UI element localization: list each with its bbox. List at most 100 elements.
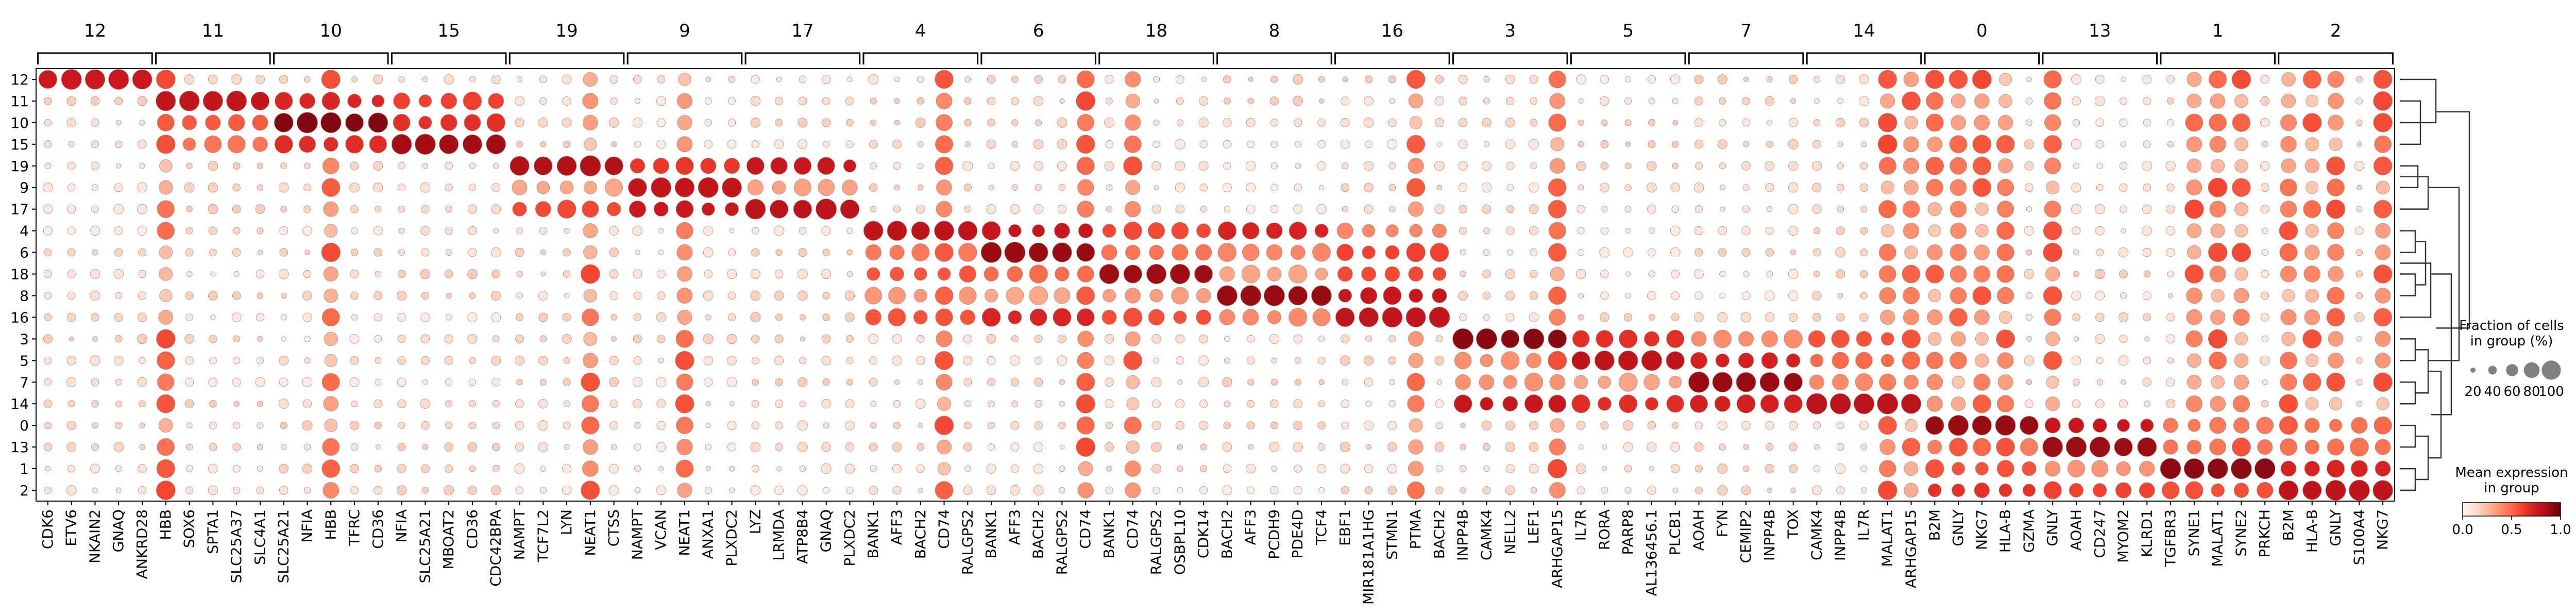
dot-14-CDC42BPA xyxy=(492,400,500,408)
dot-2-SLC25A37 xyxy=(233,486,241,494)
dot-11-PLXDC2 xyxy=(728,97,736,105)
dot-11-GZMA xyxy=(2025,97,2033,105)
dot-12-S100A4 xyxy=(2355,76,2363,83)
dot-4-VCAN xyxy=(658,228,664,234)
dot-10-NKAIN2 xyxy=(91,118,99,127)
dot-16-GZMA xyxy=(2025,313,2032,321)
dot-18-NAMPT xyxy=(633,269,642,279)
dot-2-GNLY xyxy=(2043,481,2062,500)
dot-5-BANK1 xyxy=(869,356,878,365)
dot-12-CD36 xyxy=(469,76,476,83)
x-tick-label-PLCB1: PLCB1 xyxy=(1667,509,1684,555)
dot-7-EBF1 xyxy=(1342,379,1348,386)
dot-14-VCAN xyxy=(656,399,666,409)
dot-6-FYN xyxy=(1718,248,1727,257)
dot-6-CD74 xyxy=(935,243,954,262)
dot-14-AFF3 xyxy=(893,400,901,408)
dot-8-CD36 xyxy=(374,291,383,301)
dot-14-ETV6 xyxy=(67,400,75,408)
dot-8-EBF1 xyxy=(1338,289,1352,303)
dot-5-ANKRD28 xyxy=(139,357,146,364)
dot-8-AOAH xyxy=(2071,290,2081,301)
dot-16-SLC25A21 xyxy=(420,312,430,322)
dot-1-HBB xyxy=(156,459,176,478)
dot-8-MYOM2 xyxy=(2120,292,2127,299)
dot-0-MBOAT2 xyxy=(445,422,453,429)
dot-7-HLA-B xyxy=(2302,373,2321,392)
dot-3-AL136456.1 xyxy=(1643,331,1659,347)
dot-3-CEMIP2 xyxy=(1738,331,1754,347)
dot-6-MIR181A1HG xyxy=(1362,245,1376,259)
dot-6-STMN1 xyxy=(1385,245,1400,260)
dot-12-AFF3 xyxy=(894,76,900,82)
dot-11-HBB xyxy=(321,92,340,110)
dot-4-CD74 xyxy=(1078,223,1093,238)
dot-8-NAMPT xyxy=(516,292,523,299)
dot-19-CEMIP2 xyxy=(1741,161,1751,171)
dot-8-PLXDC2 xyxy=(844,290,855,301)
dot-13-CD247 xyxy=(2089,437,2110,458)
dot-13-CAMK4 xyxy=(1814,444,1820,450)
dot-5-PTMA xyxy=(1408,353,1423,368)
dot-0-S100A4 xyxy=(2351,417,2368,434)
dot-18-ARHGAP15 xyxy=(1902,264,1921,284)
x-tick-label-LEF1: LEF1 xyxy=(1525,509,1542,544)
dot-15-CD74 xyxy=(935,135,954,154)
dot-9-GNAQ xyxy=(114,183,123,192)
dot-6-B2M xyxy=(1926,244,1943,261)
dot-16-ETV6 xyxy=(66,312,76,322)
dot-11-B2M xyxy=(1926,92,1944,110)
dot-16-INPP4B xyxy=(1836,313,1845,322)
dot-10-CAMK4 xyxy=(1482,118,1492,128)
dot-7-PARP8 xyxy=(1618,372,1638,392)
dot-10-BANK1 xyxy=(870,119,877,126)
dot-19-GNLY xyxy=(2326,156,2345,176)
dot-17-IL7R xyxy=(1577,205,1585,213)
dot-1-LEF1 xyxy=(1529,463,1539,474)
dot-3-BANK1 xyxy=(986,334,996,344)
dot-19-STMN1 xyxy=(1388,162,1396,170)
dot-14-KLRD1 xyxy=(2143,400,2150,407)
dot-17-KLRD1 xyxy=(2142,204,2152,214)
dot-14-SLC25A21 xyxy=(420,399,431,409)
dot-15-BANK1 xyxy=(986,139,996,149)
dot-13-MIR181A1HG xyxy=(1366,444,1371,450)
dot-1-HLA-B xyxy=(1996,460,2014,478)
dot-17-PLXDC2 xyxy=(840,199,860,219)
y-tick-label-4: 4 xyxy=(20,223,29,240)
dot-10-GNAQ xyxy=(822,118,831,127)
dot-14-GNAQ xyxy=(115,400,122,407)
y-tick-label-1: 1 xyxy=(20,460,29,477)
dot-10-PLXDC2 xyxy=(727,119,736,127)
dot-11-LYZ xyxy=(750,96,761,106)
dot-1-CDC42BPA xyxy=(492,464,500,473)
x-tick-label-AL136456.1: AL136456.1 xyxy=(1643,509,1660,596)
dot-5-PLXDC2 xyxy=(846,357,854,364)
dot-6-TCF7L2 xyxy=(540,250,546,255)
dot-14-CD74 xyxy=(1076,394,1095,413)
dot-8-IL7R xyxy=(1860,292,1868,300)
dot-5-NELL2 xyxy=(1501,351,1520,370)
dot-19-CD74 xyxy=(935,156,954,175)
dot-8-ETV6 xyxy=(67,291,76,300)
dot-11-GNAQ xyxy=(822,97,831,105)
dot-19-NKAIN2 xyxy=(91,161,99,171)
dot-2-IL7R xyxy=(1577,486,1585,494)
dot-14-RORA xyxy=(1597,396,1612,411)
dot-18-LRMDA xyxy=(774,270,784,278)
dot-3-GZMA xyxy=(2026,336,2032,342)
dot-9-S100A4 xyxy=(2357,185,2362,190)
dot-18-BACH2 xyxy=(913,267,927,281)
dot-6-GNLY xyxy=(1950,244,1967,261)
dot-7-MALAT1 xyxy=(2211,375,2225,389)
x-tick-label-GNAQ: GNAQ xyxy=(110,509,127,552)
dot-8-RORA xyxy=(1600,291,1609,300)
dot-18-B2M xyxy=(2280,265,2297,283)
dot-2-B2M xyxy=(1928,483,1942,497)
dot-16-RALGPS2 xyxy=(1148,309,1165,326)
dot-13-LRMDA xyxy=(775,443,783,451)
dot-19-NEAT1 xyxy=(580,155,601,177)
dot-3-HLA-B xyxy=(2302,329,2322,349)
dot-2-HLA-B xyxy=(1998,483,2012,497)
